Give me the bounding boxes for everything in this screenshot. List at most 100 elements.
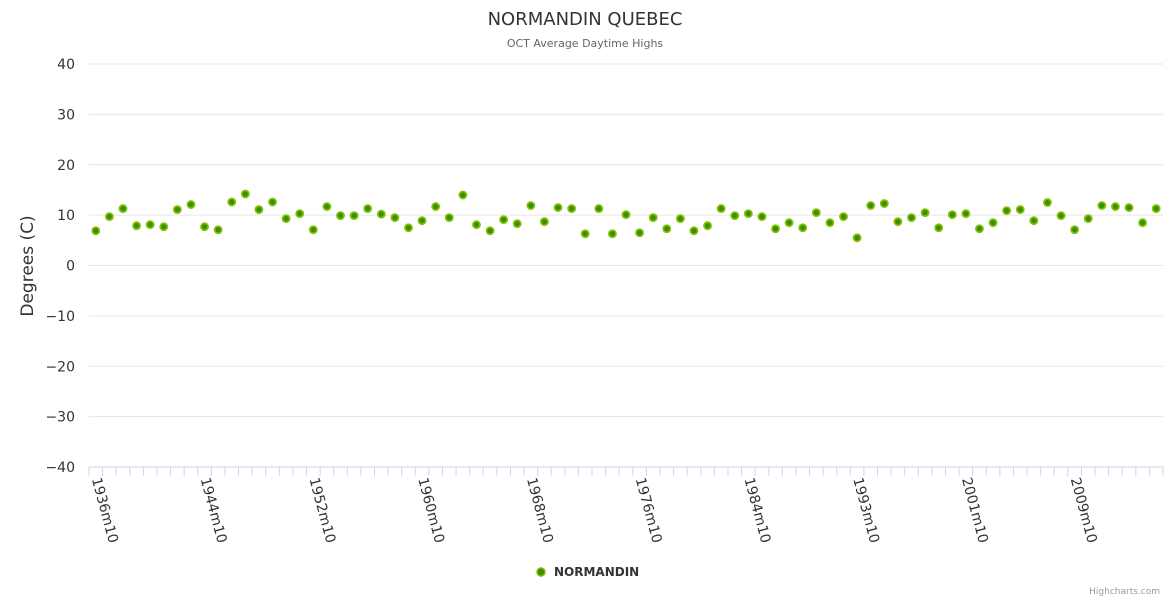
data-point[interactable] [540, 217, 549, 227]
data-point[interactable] [526, 201, 536, 210]
data-point[interactable] [91, 226, 101, 236]
data-point[interactable] [947, 210, 957, 220]
data-point[interactable] [1111, 202, 1120, 211]
data-point[interactable] [689, 226, 699, 236]
data-point[interactable] [458, 190, 468, 200]
legend[interactable]: NORMANDIN [536, 565, 639, 579]
series-normandin[interactable] [91, 189, 1161, 243]
data-point[interactable] [553, 203, 563, 212]
data-point[interactable] [839, 212, 848, 222]
data-point[interactable] [512, 219, 522, 229]
y-tick-label: −20 [45, 359, 75, 375]
data-point[interactable] [1056, 211, 1066, 221]
y-tick-label: 20 [57, 158, 75, 174]
data-point[interactable] [240, 189, 250, 199]
data-point[interactable] [159, 222, 169, 232]
data-point[interactable] [907, 213, 916, 223]
data-point[interactable] [716, 204, 726, 213]
data-point[interactable] [172, 205, 182, 214]
data-point[interactable] [104, 212, 114, 222]
x-tick-label: 1960m10 [414, 476, 447, 545]
data-point[interactable] [499, 215, 509, 225]
data-point[interactable] [743, 209, 753, 219]
data-point[interactable] [757, 212, 767, 222]
data-point[interactable] [621, 210, 631, 220]
data-point[interactable] [200, 222, 209, 232]
data-point[interactable] [376, 209, 386, 219]
y-tick-label: −40 [45, 460, 75, 476]
data-point[interactable] [417, 216, 427, 226]
data-point[interactable] [1043, 198, 1052, 207]
data-point[interactable] [308, 225, 318, 235]
y-axis-labels: 40 30 20 10 0 −10 −20 −30 −40 [45, 57, 75, 476]
data-point[interactable] [1151, 204, 1161, 213]
x-tick-label: 1952m10 [305, 476, 338, 545]
data-point[interactable] [390, 213, 400, 223]
data-point[interactable] [213, 225, 223, 235]
chart-title: NORMANDIN QUEBEC [488, 9, 683, 30]
data-point[interactable] [363, 204, 373, 213]
data-point[interactable] [852, 233, 862, 243]
data-point[interactable] [675, 214, 685, 224]
x-tick-label: 1984m10 [740, 476, 773, 545]
data-point[interactable] [811, 208, 821, 218]
data-point[interactable] [893, 217, 903, 227]
data-point[interactable] [349, 211, 359, 221]
x-tick-label: 1976m10 [632, 476, 665, 545]
data-point[interactable] [784, 218, 794, 228]
data-point[interactable] [336, 211, 345, 221]
data-point[interactable] [975, 224, 984, 234]
data-point[interactable] [662, 224, 672, 234]
data-point[interactable] [268, 197, 277, 207]
x-tick-label: 1944m10 [197, 476, 230, 545]
data-point[interactable] [635, 228, 644, 238]
data-point[interactable] [1138, 218, 1148, 228]
data-point[interactable] [485, 226, 495, 236]
data-point[interactable] [1015, 205, 1025, 214]
data-point[interactable] [594, 204, 604, 213]
chart-subtitle: OCT Average Daytime Highs [507, 37, 664, 50]
y-tick-label: −10 [45, 309, 75, 325]
data-point[interactable] [281, 214, 291, 224]
data-point[interactable] [1083, 214, 1093, 224]
data-point[interactable] [771, 224, 780, 234]
data-point[interactable] [145, 220, 155, 230]
data-point[interactable] [730, 211, 740, 221]
data-point[interactable] [934, 223, 944, 233]
data-point[interactable] [567, 204, 577, 213]
data-point[interactable] [1097, 201, 1107, 210]
data-point[interactable] [1070, 225, 1080, 235]
data-point[interactable] [404, 223, 413, 233]
legend-item-normandin[interactable]: NORMANDIN [554, 565, 639, 579]
data-point[interactable] [608, 229, 617, 239]
data-point[interactable] [295, 209, 305, 219]
data-point[interactable] [1124, 203, 1134, 212]
data-point[interactable] [472, 220, 481, 230]
data-point[interactable] [703, 221, 712, 231]
data-point[interactable] [254, 205, 264, 214]
credits-link[interactable]: Highcharts.com [1089, 587, 1160, 597]
data-point[interactable] [118, 204, 128, 213]
x-tick-label: 1993m10 [849, 476, 882, 545]
data-point[interactable] [1002, 206, 1012, 215]
data-point[interactable] [186, 200, 196, 209]
data-point[interactable] [879, 199, 889, 208]
data-point[interactable] [866, 201, 876, 210]
data-point[interactable] [132, 221, 141, 231]
x-tick-label: 2009m10 [1067, 476, 1100, 545]
y-tick-label: 0 [66, 259, 75, 275]
data-point[interactable] [648, 213, 658, 223]
data-point[interactable] [227, 197, 237, 207]
data-point[interactable] [988, 218, 998, 228]
data-point[interactable] [322, 202, 332, 211]
data-point[interactable] [1029, 216, 1039, 226]
data-point[interactable] [825, 218, 835, 228]
data-point[interactable] [580, 229, 590, 239]
data-point[interactable] [431, 202, 441, 211]
data-point[interactable] [920, 208, 930, 218]
data-point[interactable] [444, 213, 454, 223]
grid-lines [89, 63, 1163, 468]
data-point[interactable] [798, 223, 808, 233]
data-point[interactable] [961, 209, 971, 219]
